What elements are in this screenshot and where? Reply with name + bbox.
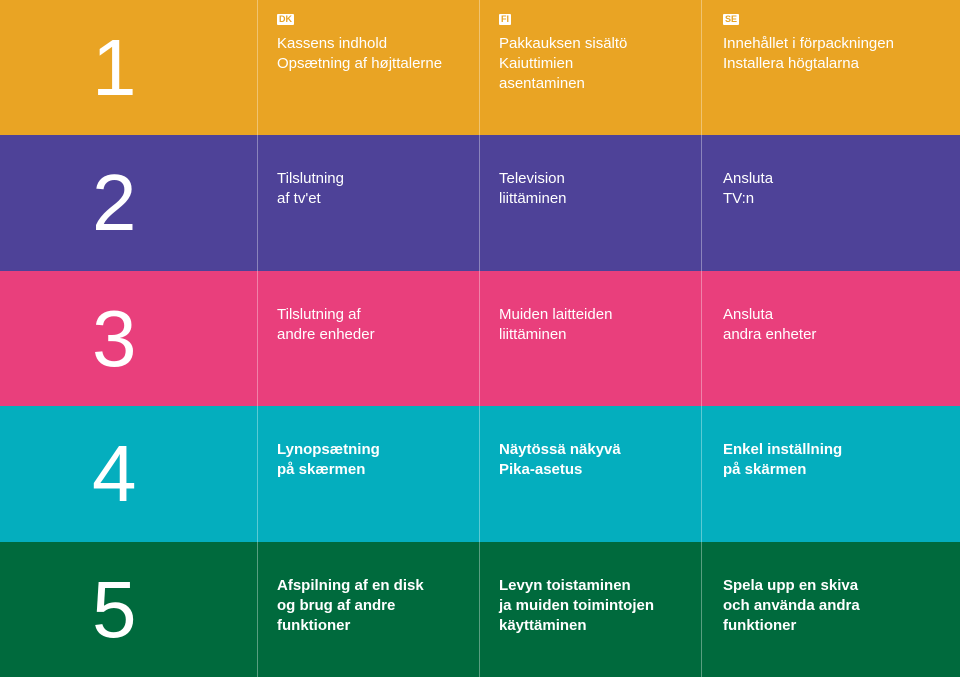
row-number: 1	[92, 22, 136, 112]
topic-se: Enkel inställning på skärmen	[723, 441, 843, 478]
topic-dk: Afspilning af en disk og brug af andre f…	[277, 577, 424, 634]
cell-se: Spela upp en skiva och använda andra fun…	[702, 542, 960, 677]
row-number-cell: 4	[0, 406, 258, 542]
cell-fi: FI Pakkauksen sisältö Kaiuttimien asenta…	[480, 0, 702, 135]
row-number-cell: 2	[0, 135, 258, 271]
cell-dk: Afspilning af en disk og brug af andre f…	[258, 542, 480, 677]
topic-fi: Pakkauksen sisältö Kaiuttimien asentamin…	[499, 35, 628, 92]
row-number-cell: 3	[0, 271, 258, 406]
cell-dk: Tilslutning af andre enheder	[258, 271, 480, 406]
row-number: 2	[92, 158, 136, 247]
topic-dk: Lynopsætning på skærmen	[277, 441, 380, 478]
row-2: 2 Tilslutning af tv'et Television liittä…	[0, 135, 960, 271]
topic-se: Spela upp en skiva och använda andra fun…	[723, 577, 860, 634]
cell-fi: Levyn toistaminen ja muiden toimintojen …	[480, 542, 702, 677]
cell-se: Ansluta andra enheter	[702, 271, 960, 406]
topic-fi: Näytössä näkyvä Pika-asetus	[499, 441, 621, 478]
cell-fi: Television liittäminen	[480, 135, 702, 271]
topic-fi: Television liittäminen	[499, 170, 567, 207]
row-number: 4	[92, 429, 136, 518]
cell-se: Ansluta TV:n	[702, 135, 960, 271]
cell-se: SE Innehållet i förpackningen Installera…	[702, 0, 960, 135]
topic-se: Ansluta TV:n	[723, 170, 774, 207]
topic-se: Innehållet i förpackningen Installera hö…	[723, 35, 894, 72]
cell-fi: Muiden laitteiden liittäminen	[480, 271, 702, 406]
cell-dk: Lynopsætning på skærmen	[258, 406, 480, 542]
cell-fi: Näytössä näkyvä Pika-asetus	[480, 406, 702, 542]
topic-dk: Tilslutning af andre enheder	[277, 306, 375, 343]
cell-se: Enkel inställning på skärmen	[702, 406, 960, 542]
language-tag-se: SE	[723, 14, 740, 25]
row-5: 5 Afspilning af en disk og brug af andre…	[0, 542, 960, 677]
topic-dk: Tilslutning af tv'et	[277, 170, 344, 207]
cell-dk: DK Kassens indhold Opsætning af højttale…	[258, 0, 480, 135]
row-1: 1 DK Kassens indhold Opsætning af højtta…	[0, 0, 960, 135]
topic-fi: Muiden laitteiden liittäminen	[499, 306, 613, 343]
topic-dk: Kassens indhold Opsætning af højttalerne	[277, 35, 443, 72]
language-tag-fi: FI	[499, 14, 511, 25]
row-3: 3 Tilslutning af andre enheder Muiden la…	[0, 271, 960, 406]
row-number: 5	[92, 564, 136, 654]
row-number-cell: 1	[0, 0, 258, 135]
row-number-cell: 5	[0, 542, 258, 677]
topic-se: Ansluta andra enheter	[723, 306, 817, 343]
language-tag-dk: DK	[277, 14, 294, 25]
row-number: 3	[92, 293, 136, 383]
topic-fi: Levyn toistaminen ja muiden toimintojen …	[499, 577, 655, 634]
cell-dk: Tilslutning af tv'et	[258, 135, 480, 271]
row-4: 4 Lynopsætning på skærmen Näytössä näkyv…	[0, 406, 960, 542]
